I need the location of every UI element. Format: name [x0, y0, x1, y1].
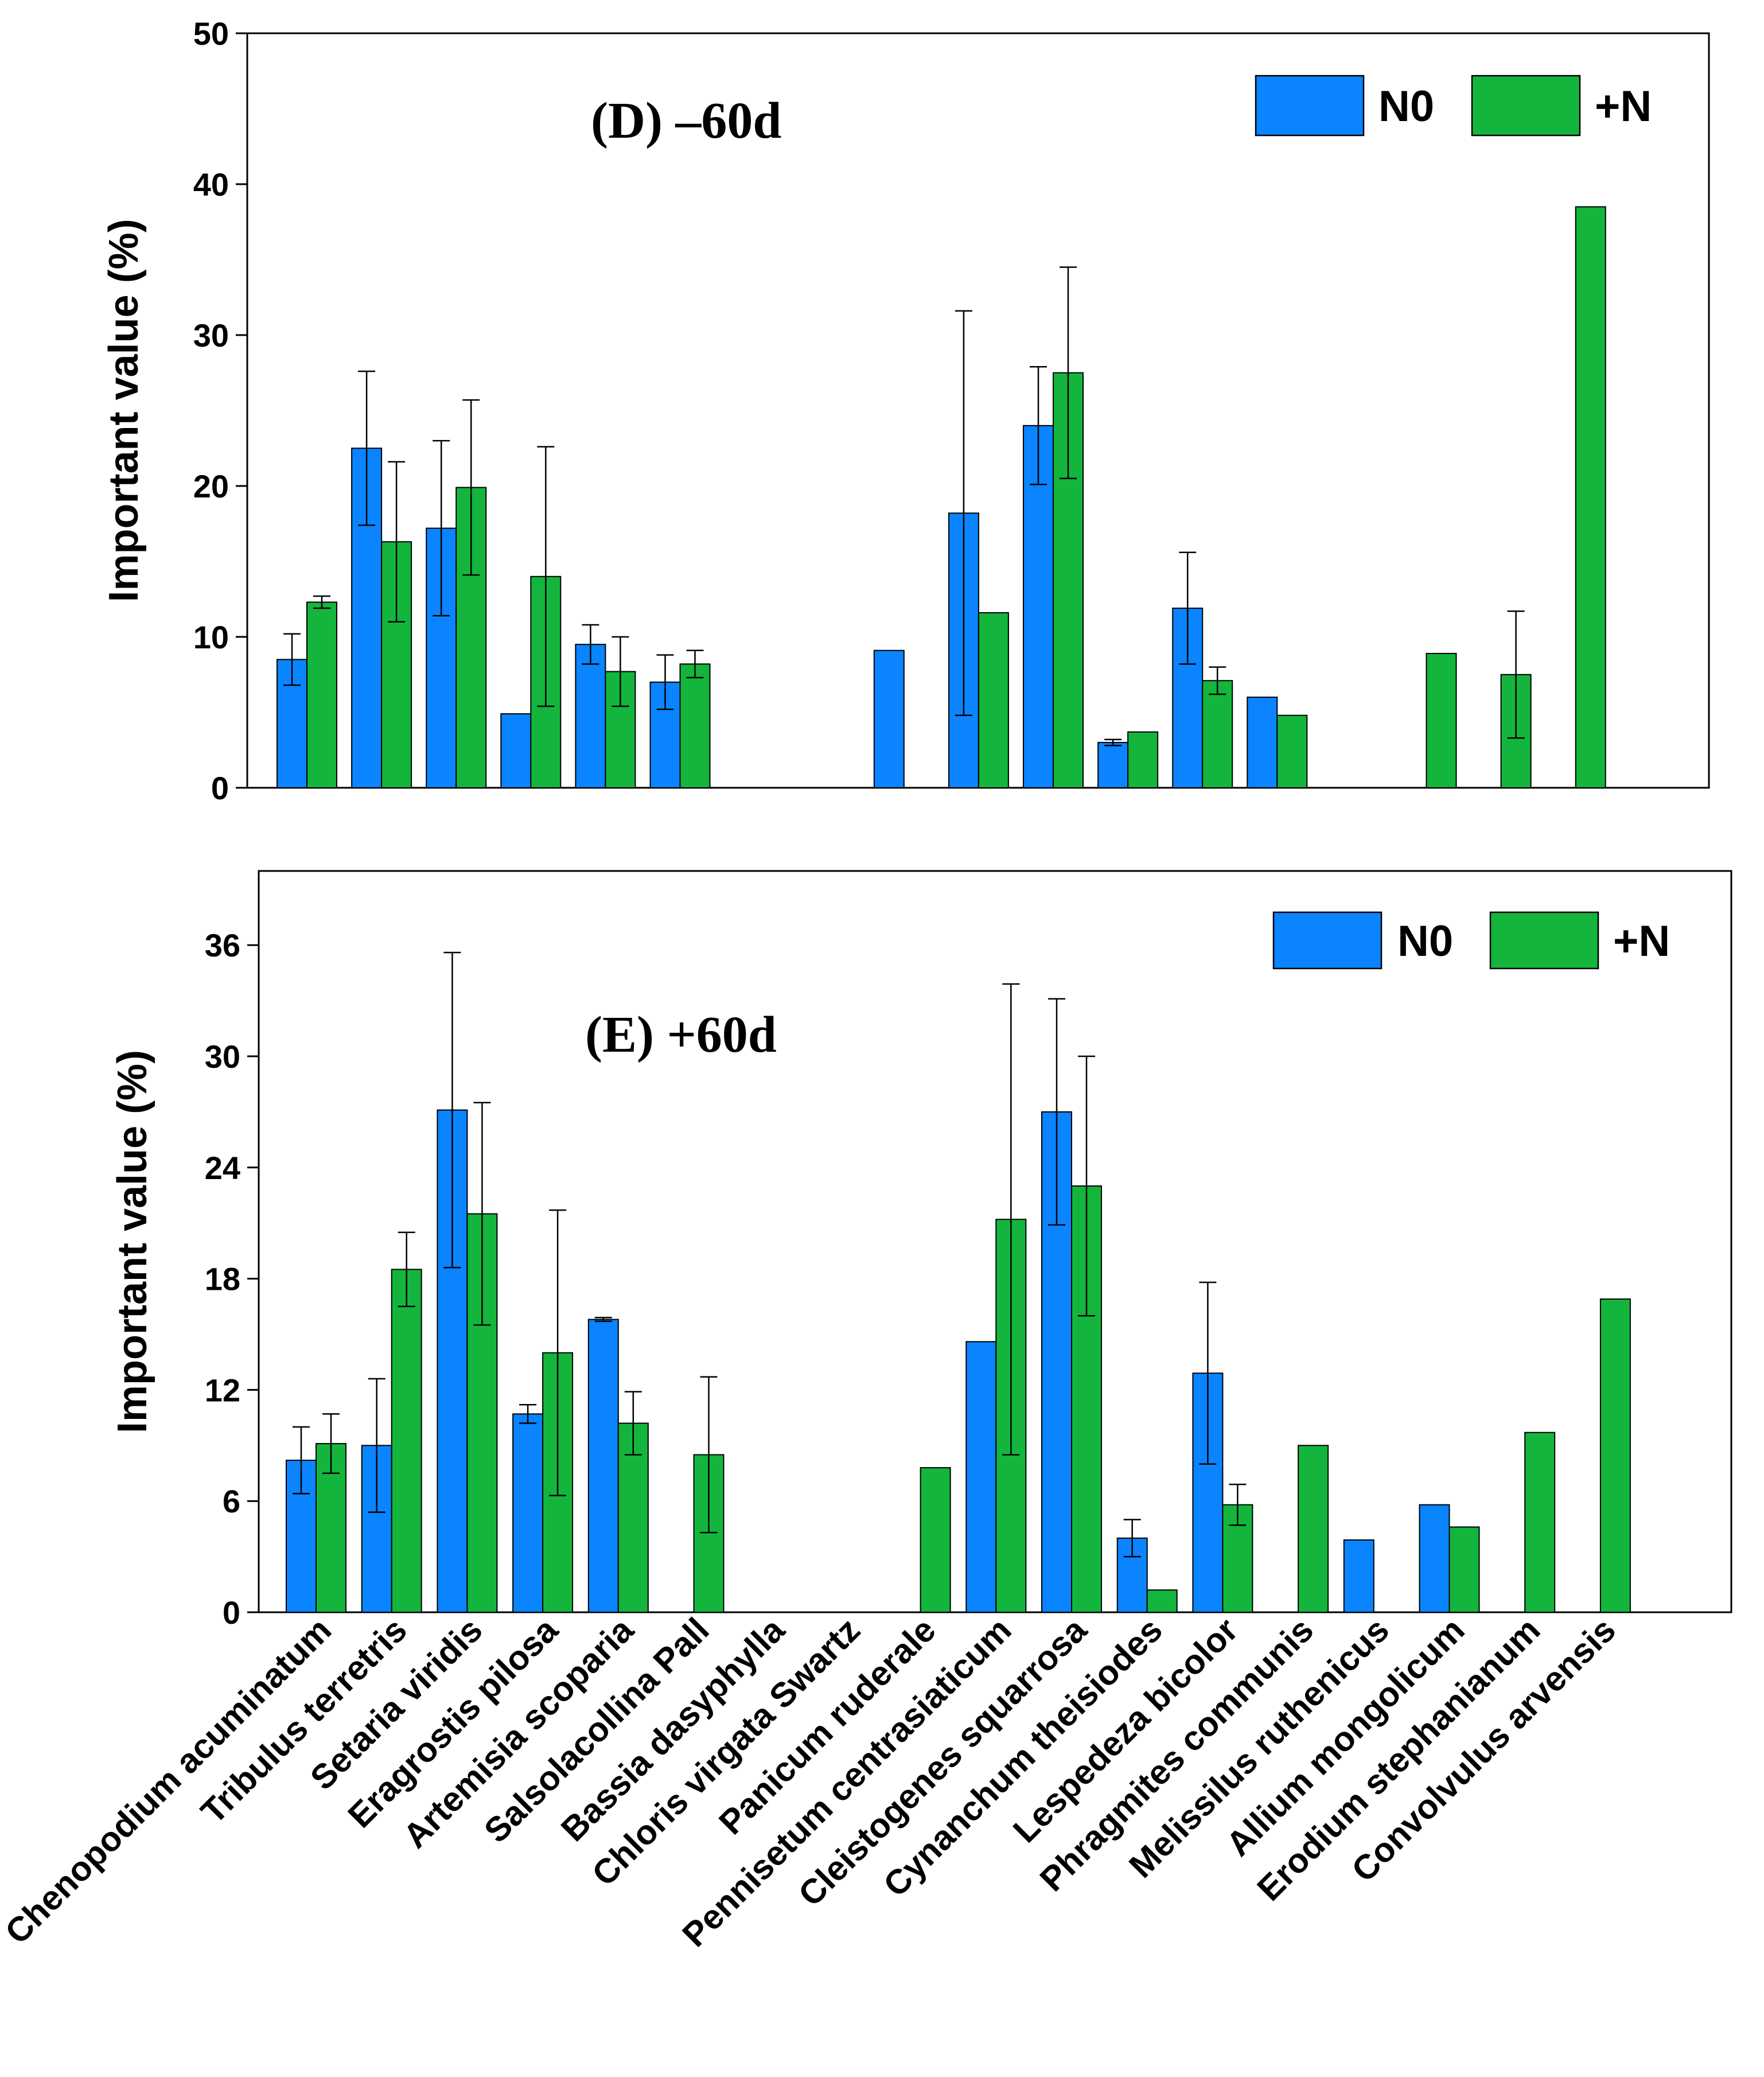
legend-swatch-plus-n [1471, 75, 1581, 137]
bar-n0 [500, 713, 532, 788]
panel-title: (E) +60d [585, 1006, 777, 1063]
y-tick-label: 12 [205, 1372, 240, 1408]
bar-n0 [1419, 1504, 1450, 1613]
bar-plus-n [920, 1467, 951, 1613]
bar-plus-n [1298, 1445, 1329, 1613]
y-tick-label: 24 [205, 1150, 240, 1186]
bar-plus-n [1426, 652, 1457, 789]
bar-plus-n [1202, 680, 1233, 789]
legend-label-n0: N0 [1379, 82, 1434, 131]
y-tick-label: 0 [223, 1594, 240, 1631]
panel-e: 0 6 12 18 24 30 36 Important value (%) (E) +60d N… [110, 870, 1732, 1631]
y-tick-label: 30 [193, 317, 229, 353]
y-tick-label: 20 [193, 468, 229, 504]
legend-swatch-n0 [1272, 911, 1383, 970]
y-tick-label: 10 [193, 619, 229, 655]
y-tick-label: 0 [211, 770, 229, 806]
legend-label-plus-n: +N [1613, 917, 1670, 966]
legend-label-plus-n: +N [1595, 82, 1652, 131]
legend-swatch-n0 [1255, 75, 1365, 137]
bar-n0 [512, 1413, 544, 1613]
bar-plus-n [306, 601, 337, 788]
bar-n0 [873, 649, 905, 789]
y-tick-label: 40 [193, 166, 229, 203]
bar-n0 [587, 1318, 619, 1613]
bar-n0 [1343, 1539, 1374, 1613]
bar-plus-n [1448, 1526, 1480, 1613]
legend-label-n0: N0 [1397, 917, 1453, 966]
bar-plus-n [391, 1269, 422, 1613]
bar-plus-n [1575, 206, 1606, 788]
y-tick-label: 50 [193, 15, 229, 52]
panel-d: 0 10 20 30 40 50 Important value (%) (D) –60d N0… [101, 15, 1710, 806]
bar-plus-n [1146, 1589, 1178, 1613]
bar-n0 [1247, 697, 1278, 788]
panel-title: (D) –60d [591, 92, 782, 149]
bar-plus-n [978, 612, 1009, 789]
y-tick-label: 30 [205, 1038, 240, 1075]
bar-plus-n [679, 663, 711, 788]
bar-plus-n [1524, 1432, 1556, 1613]
bar-n0 [1023, 425, 1054, 788]
bar-n0 [1097, 742, 1129, 788]
bar-n0 [965, 1341, 997, 1613]
y-tick-label: 36 [205, 927, 240, 963]
bar-plus-n [1276, 714, 1308, 789]
y-tick-label: 18 [205, 1261, 240, 1297]
bar-n0 [575, 644, 606, 789]
bar-plus-n [1599, 1298, 1631, 1613]
y-axis-title: Important value (%) [110, 1050, 155, 1433]
y-axis-title: Important value (%) [101, 219, 147, 602]
bar-plus-n [1127, 731, 1159, 788]
x-tick-label: Chenopodium acuminatum [0, 1611, 338, 1951]
legend-swatch-plus-n [1489, 911, 1599, 970]
y-tick-label: 6 [223, 1483, 240, 1519]
